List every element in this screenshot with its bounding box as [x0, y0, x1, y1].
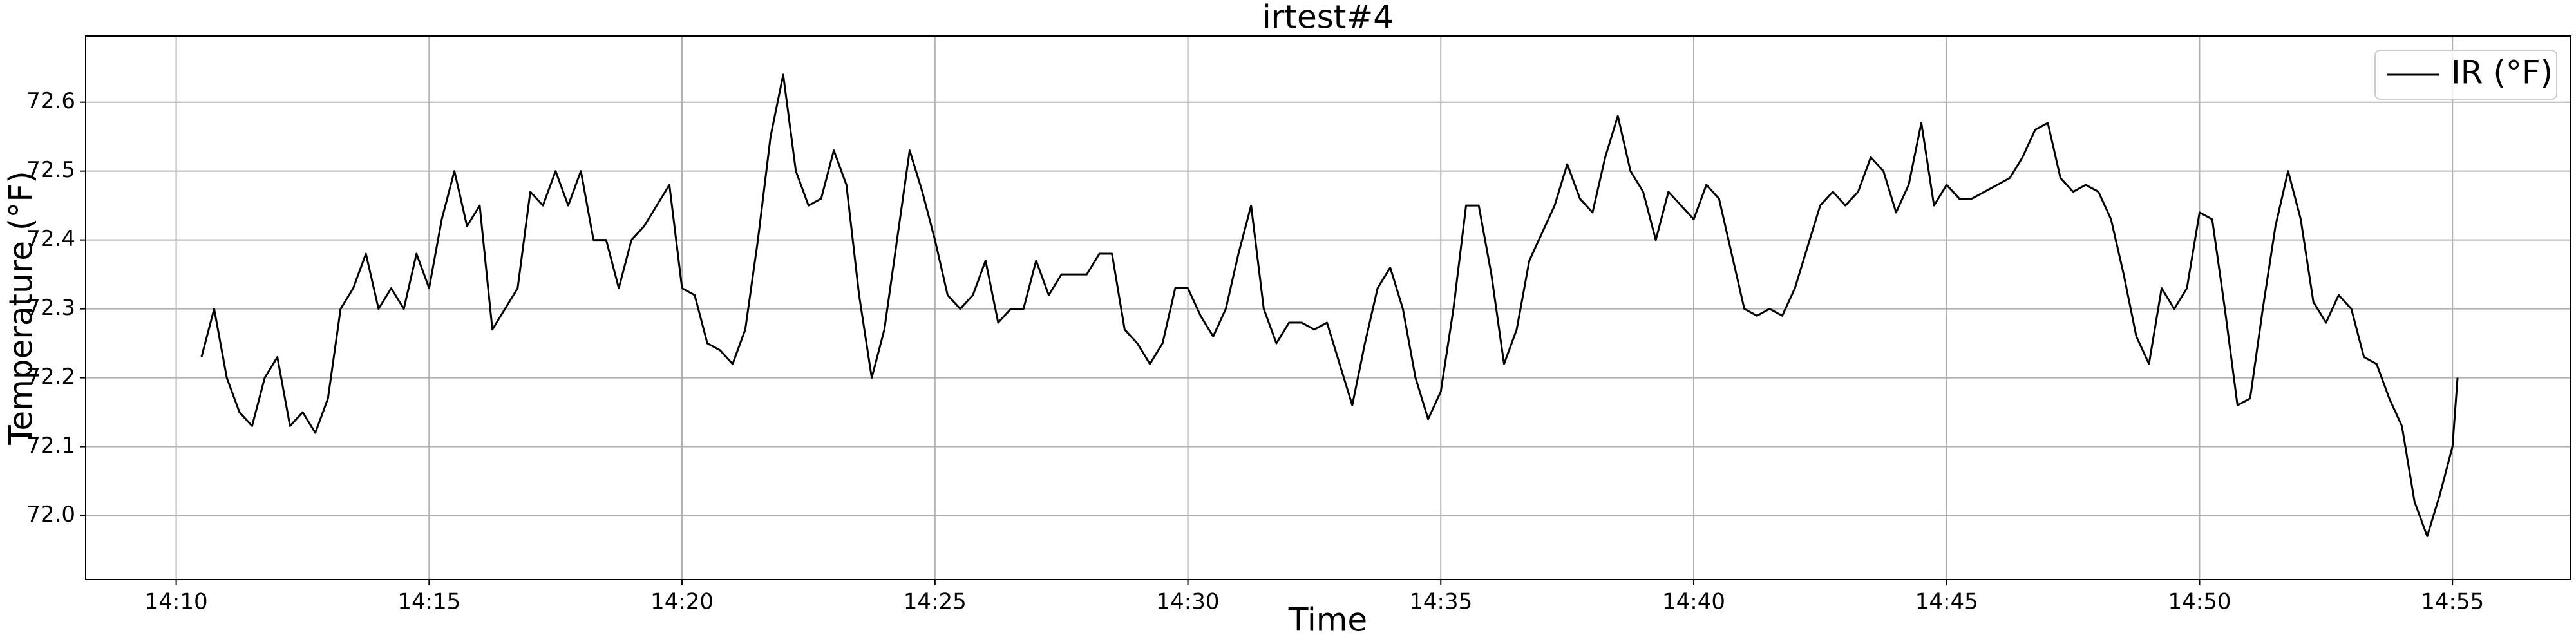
y-tick-label: 72.2: [26, 364, 75, 390]
y-axis-label: Temperature (°F): [3, 171, 40, 445]
chart-title: irtest#4: [1262, 0, 1394, 36]
x-tick-label: 14:30: [1157, 589, 1220, 615]
y-tick-label: 72.4: [26, 226, 75, 252]
y-tick-label: 72.1: [26, 433, 75, 459]
x-tick-label: 14:35: [1409, 589, 1472, 615]
x-axis-label: Time: [1288, 601, 1367, 639]
x-tick-label: 14:55: [2421, 589, 2484, 615]
data-line: [200, 73, 2459, 538]
y-tick-label: 72.6: [26, 88, 75, 114]
legend-label: IR (°F): [2451, 54, 2553, 91]
legend-box: [2374, 50, 2557, 100]
x-tick-label: 14:25: [904, 589, 967, 615]
x-tick-label: 14:50: [2168, 589, 2231, 615]
x-tick-label: 14:45: [1915, 589, 1978, 615]
x-tick-label: 14:20: [650, 589, 714, 615]
x-tick-label: 14:40: [1662, 589, 1725, 615]
x-tick-label: 14:15: [397, 589, 460, 615]
y-tick-label: 72.5: [26, 157, 75, 183]
x-tick-label: 14:10: [145, 589, 208, 615]
y-tick-label: 72.3: [26, 295, 75, 321]
y-tick-label: 72.0: [26, 502, 75, 527]
plot-frame: [85, 35, 2571, 580]
